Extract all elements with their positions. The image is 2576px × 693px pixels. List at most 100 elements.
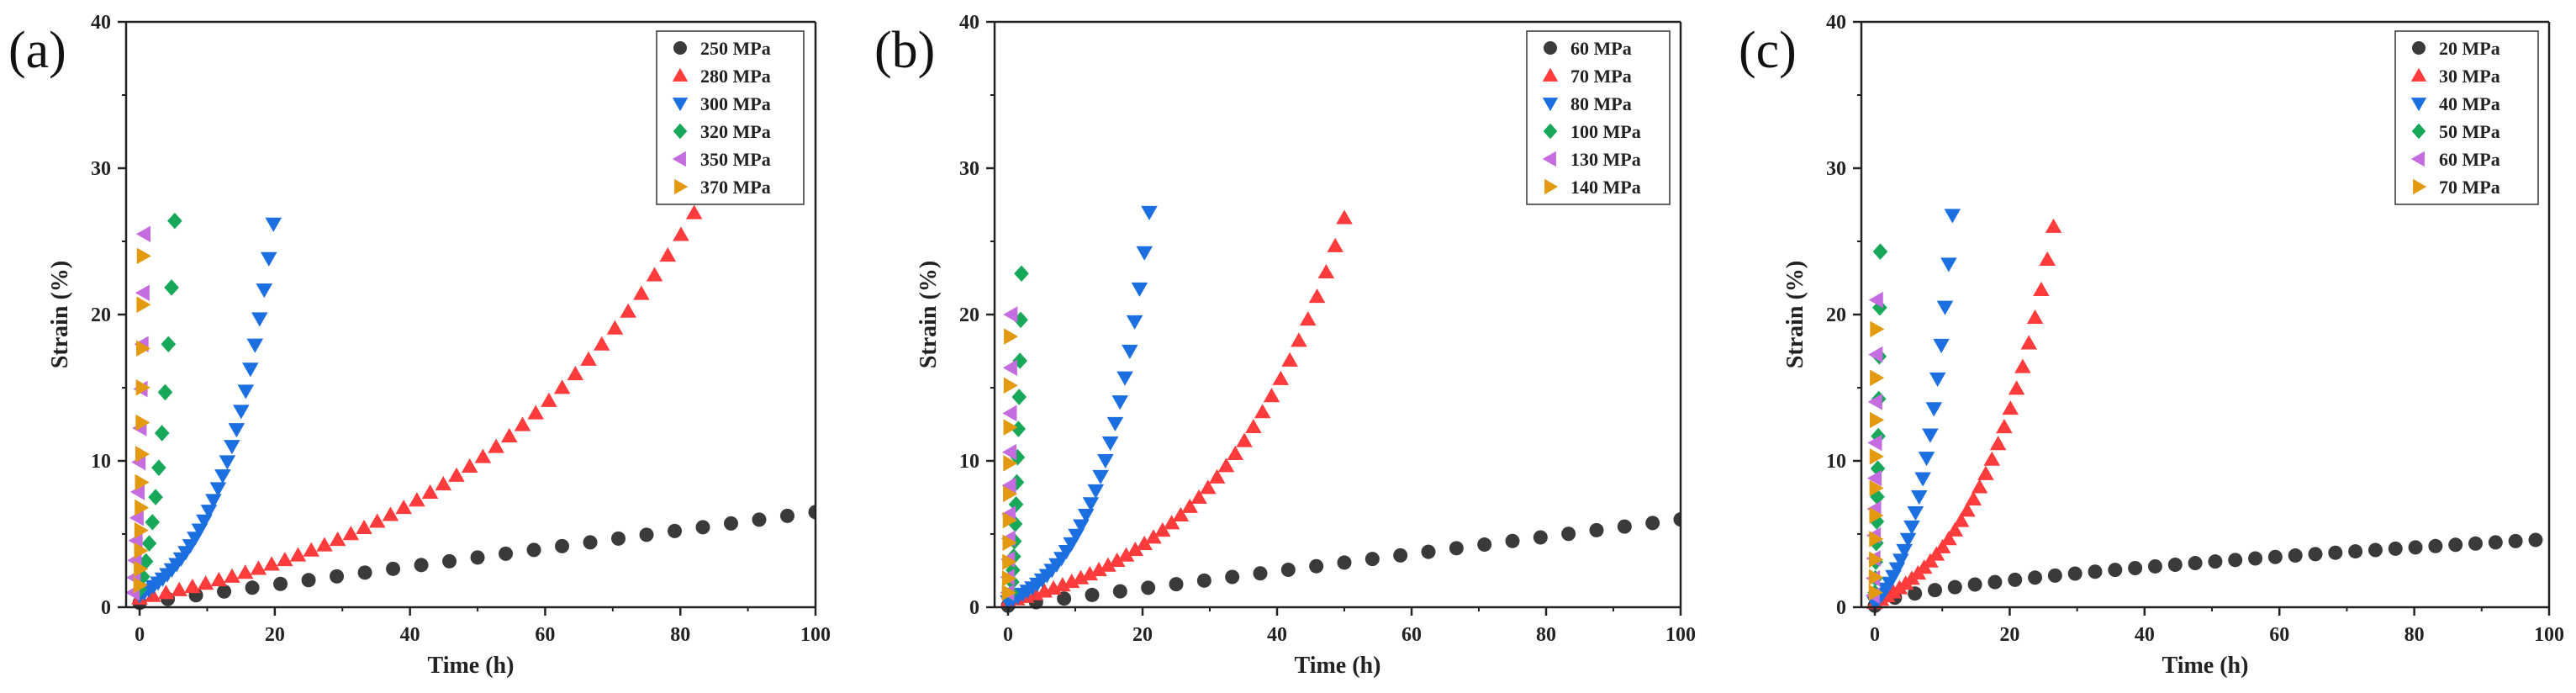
legend-item: 370 MPa xyxy=(674,177,771,198)
x-tick-label: 60 xyxy=(535,624,555,646)
data-point xyxy=(214,469,231,484)
series-20-mpa xyxy=(1867,532,2543,613)
data-point xyxy=(1001,443,1016,461)
data-point xyxy=(129,484,145,500)
data-point xyxy=(1925,402,1943,417)
series-60-mpa xyxy=(1000,512,1681,613)
data-point xyxy=(646,267,663,282)
data-point xyxy=(2228,553,2243,568)
data-point xyxy=(414,558,429,573)
data-point xyxy=(1869,551,1884,569)
data-point xyxy=(164,279,179,296)
data-point xyxy=(1082,497,1100,512)
panel-c: (c) 0 20 40 60 80 100 0 10 20 30 40 Time (h) Strain … xyxy=(1739,12,2564,679)
data-point xyxy=(135,499,150,516)
data-point xyxy=(1001,570,1017,587)
data-point xyxy=(2408,540,2423,555)
data-point xyxy=(1072,569,1090,585)
data-point xyxy=(541,392,557,407)
data-point xyxy=(639,527,654,542)
data-point xyxy=(1870,460,1886,477)
data-point xyxy=(1308,288,1326,304)
data-point xyxy=(2528,532,2543,548)
data-point xyxy=(1263,388,1280,403)
data-point xyxy=(1867,394,1882,410)
legend-marker xyxy=(673,123,688,140)
x-tick-label: 60 xyxy=(1401,624,1422,646)
data-point xyxy=(1057,591,1072,606)
data-point xyxy=(157,384,173,401)
legend-marker xyxy=(674,178,689,195)
data-point xyxy=(135,473,150,491)
legend-label: 20 MPa xyxy=(2439,38,2500,59)
data-point xyxy=(1009,473,1025,491)
series-70-mpa xyxy=(1000,209,1353,608)
data-point xyxy=(1868,584,1883,601)
data-point xyxy=(1011,389,1027,405)
data-point xyxy=(1959,502,1976,517)
y-tick-label: 40 xyxy=(1826,12,1846,34)
data-point xyxy=(668,523,683,538)
data-point xyxy=(263,556,280,571)
y-axis-title: Strain (%) xyxy=(1782,261,1808,368)
legend-item: 300 MPa xyxy=(672,93,771,114)
legend-label: 250 MPa xyxy=(700,38,771,59)
legend-label: 280 MPa xyxy=(700,66,771,87)
data-point xyxy=(501,427,518,442)
data-point xyxy=(1011,421,1027,437)
legend-marker xyxy=(1544,41,1557,55)
data-point xyxy=(1131,282,1148,298)
data-point xyxy=(217,584,232,599)
x-tick-label: 0 xyxy=(1870,624,1880,646)
data-point xyxy=(1989,436,2007,451)
legend-item: 20 MPa xyxy=(2412,38,2500,59)
data-point xyxy=(1971,479,1988,494)
legend-item: 70 MPa xyxy=(2413,177,2500,198)
data-point xyxy=(611,531,626,546)
data-point xyxy=(2014,358,2031,373)
series-280-mpa xyxy=(131,182,716,605)
y-tick-label: 10 xyxy=(959,451,979,473)
legend-item: 250 MPa xyxy=(673,38,771,59)
data-point xyxy=(526,542,541,558)
data-point xyxy=(606,320,624,335)
data-point xyxy=(1967,577,1982,592)
data-point xyxy=(357,565,372,580)
x-axis-title: Time (h) xyxy=(2162,653,2249,679)
data-point xyxy=(1073,519,1090,534)
data-point xyxy=(1081,565,1099,581)
data-point xyxy=(233,405,250,420)
data-point xyxy=(553,379,571,394)
data-point xyxy=(1196,573,1211,588)
data-point xyxy=(2428,538,2443,553)
data-point xyxy=(1236,432,1253,447)
y-tick-label: 20 xyxy=(959,304,979,326)
data-point xyxy=(1561,526,1576,542)
data-point xyxy=(1673,512,1681,527)
legend-box xyxy=(1526,30,1671,205)
data-point xyxy=(1145,529,1162,544)
data-point xyxy=(1868,569,1883,586)
data-point xyxy=(135,446,150,463)
data-point xyxy=(1002,405,1017,422)
data-point xyxy=(1908,586,1923,601)
data-point xyxy=(356,519,372,535)
plot-area xyxy=(1865,209,2543,613)
legend-item: 100 MPa xyxy=(1543,121,1641,142)
data-point xyxy=(780,508,795,523)
data-point xyxy=(752,512,767,527)
data-point xyxy=(2028,570,2043,585)
data-point xyxy=(2448,537,2463,553)
data-point xyxy=(1983,451,2001,466)
panel-tag-a: (a) xyxy=(8,22,66,79)
data-point xyxy=(219,455,236,470)
data-point xyxy=(1317,263,1335,279)
data-point xyxy=(1336,209,1353,225)
data-point xyxy=(135,378,150,396)
data-point xyxy=(1337,555,1352,570)
data-point xyxy=(1477,537,1492,553)
data-point xyxy=(1172,506,1190,521)
legend-label: 30 MPa xyxy=(2439,66,2500,87)
x-tick-label: 40 xyxy=(400,624,420,646)
data-point xyxy=(1868,291,1883,309)
